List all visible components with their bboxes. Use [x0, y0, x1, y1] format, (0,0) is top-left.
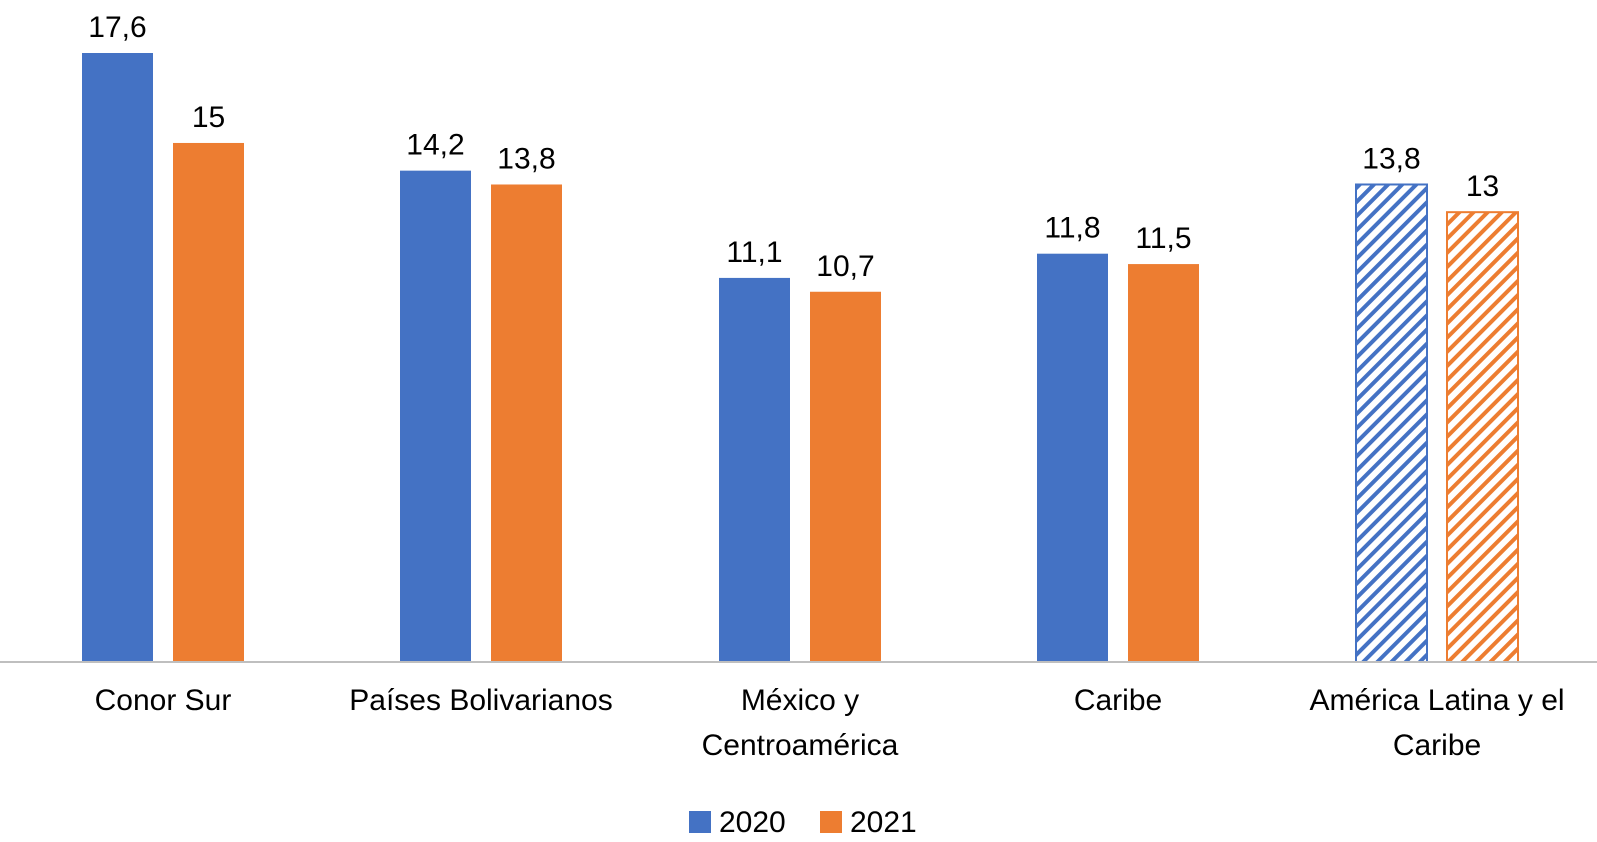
category-label-1: Países Bolivarianos: [349, 684, 612, 717]
data-label-2021-3: 11,5: [1135, 222, 1191, 255]
bar-2020-1: [400, 170, 471, 663]
legend-swatch-2020: [689, 811, 711, 833]
bar-2021-4: [1446, 211, 1519, 664]
legend-label-2021: 2021: [850, 806, 917, 839]
data-label-2021-4: 13: [1466, 170, 1499, 203]
bar-2020-0: [82, 53, 153, 662]
legend-swatch-2021: [820, 811, 842, 833]
data-label-2021-1: 13,8: [497, 142, 555, 175]
data-label-2020-3: 11,8: [1044, 212, 1100, 245]
legend-label-2020: 2020: [719, 806, 786, 839]
data-label-2021-0: 15: [192, 101, 225, 134]
data-label-2020-1: 14,2: [406, 129, 464, 162]
bar-2021-0: [173, 142, 244, 662]
data-label-2020-4: 13,8: [1362, 142, 1420, 175]
category-label-3: Caribe: [1074, 684, 1162, 717]
bar-2020-2: [719, 277, 790, 662]
category-label-2: México y Centroamérica: [702, 684, 899, 762]
bar-2021-2: [810, 291, 881, 662]
bar-2020-3: [1037, 253, 1108, 662]
bar-2020-4: [1355, 183, 1428, 663]
labels-layer: 17,6 15 14,2 13,8 11,1 10,7 11,8 11,5 13,8 13: [88, 11, 1499, 283]
category-label-4: América Latina y el Caribe: [1309, 684, 1564, 762]
category-labels: Conor Sur Países Bolivarianos México y Cent…: [95, 684, 1565, 762]
data-label-2020-0: 17,6: [88, 11, 146, 44]
category-label-0: Conor Sur: [95, 684, 232, 717]
data-label-2021-2: 10,7: [816, 250, 874, 283]
bars-layer: [82, 53, 1519, 664]
data-label-2020-2: 11,1: [726, 236, 782, 269]
bar-2021-3: [1128, 264, 1199, 662]
bar-2021-1: [491, 184, 562, 662]
legend: 2020 2021: [689, 806, 917, 839]
